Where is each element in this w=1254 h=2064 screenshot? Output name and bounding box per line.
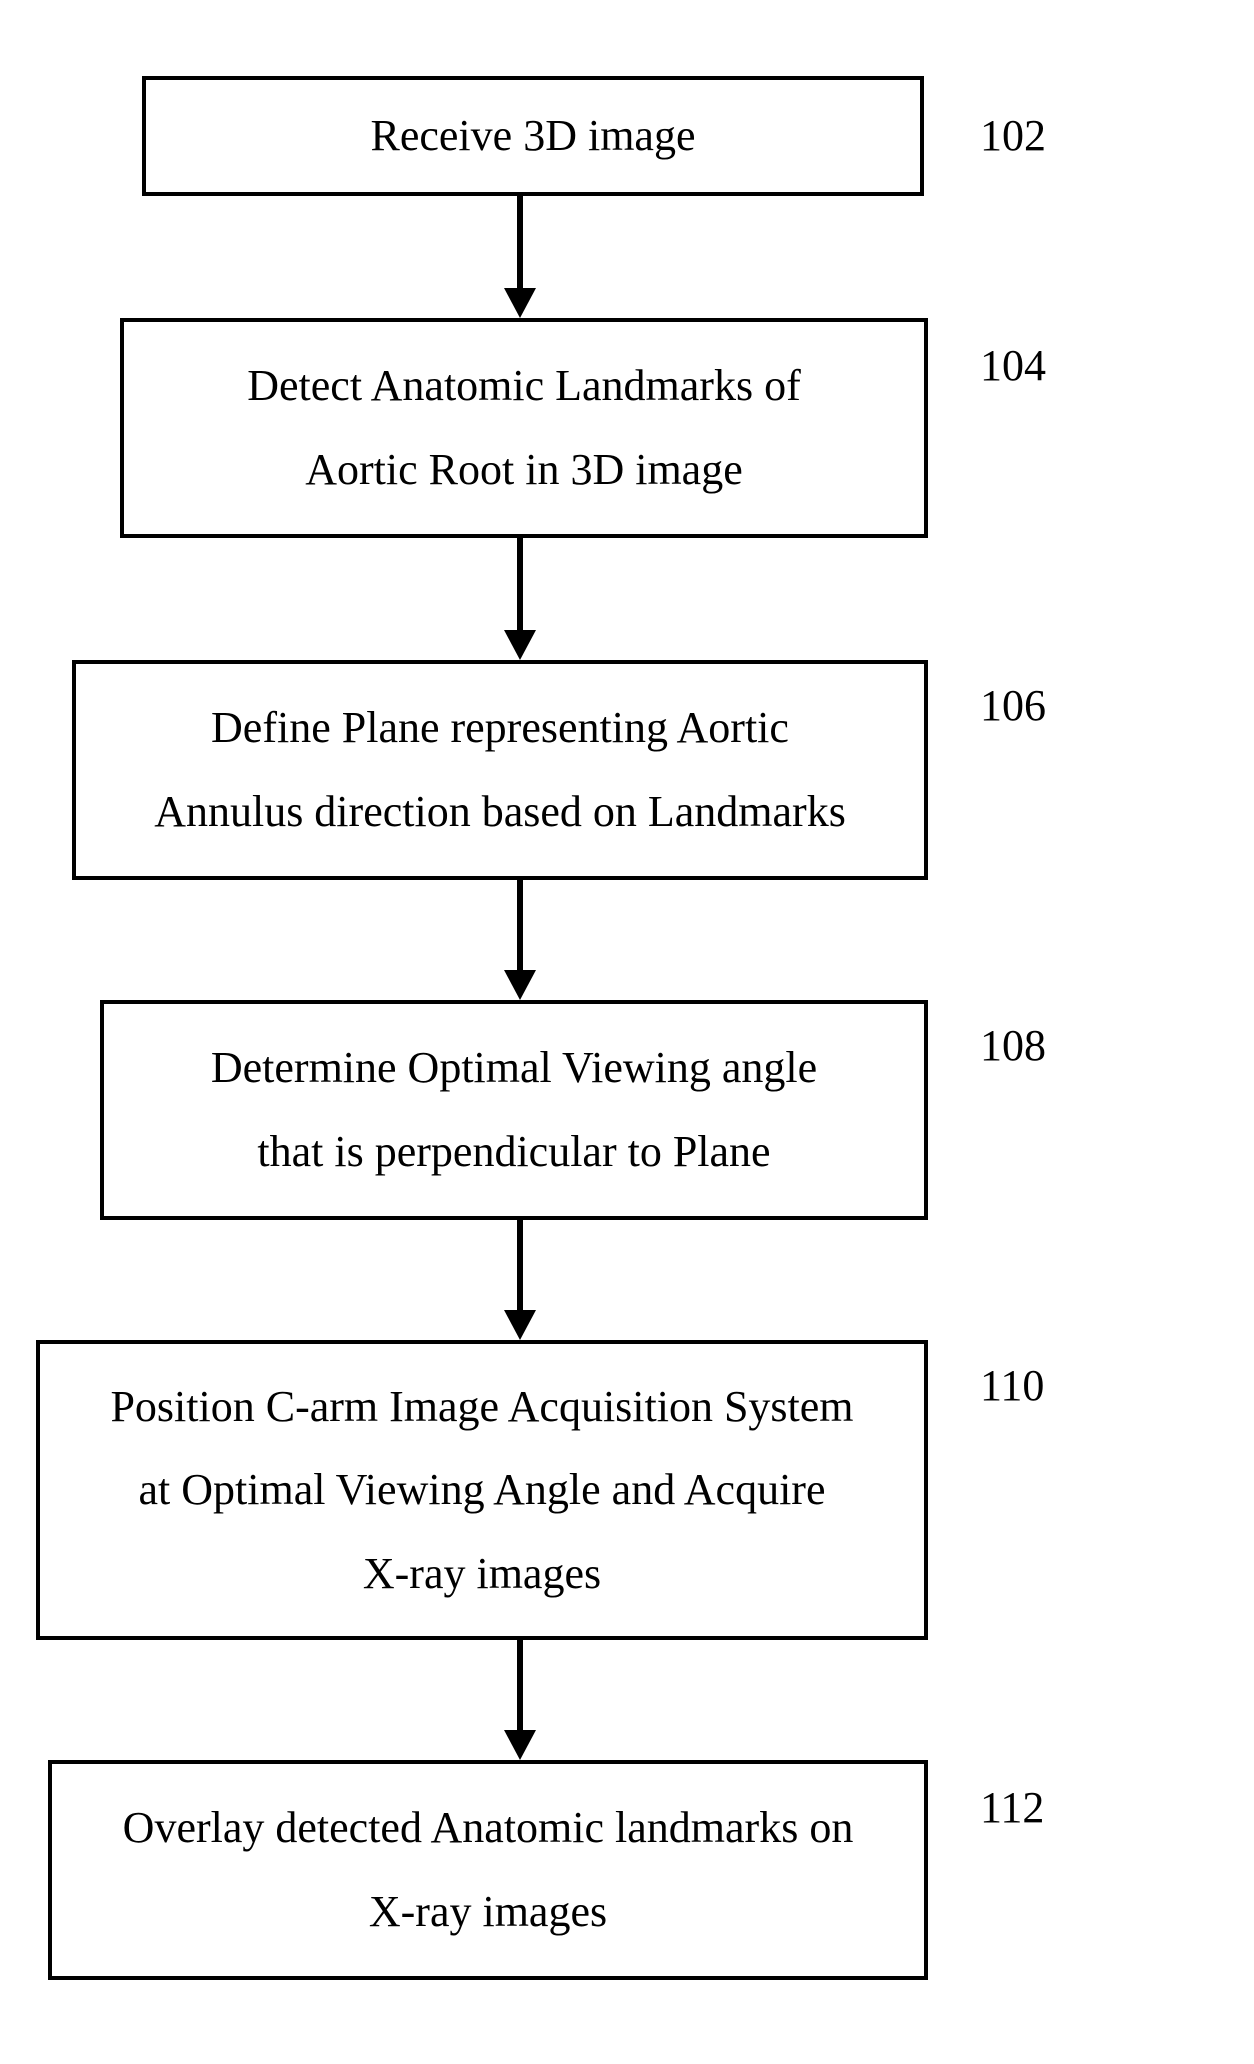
- step-number-label: 108: [980, 1020, 1046, 1071]
- flowchart-step-n6: Overlay detected Anatomic landmarks onX-…: [48, 1760, 928, 1980]
- step-text: that is perpendicular to Plane: [257, 1110, 770, 1194]
- step-number-label: 104: [980, 340, 1046, 391]
- arrow-shaft: [517, 1220, 523, 1310]
- step-text: Overlay detected Anatomic landmarks on: [123, 1786, 854, 1870]
- step-text: Position C-arm Image Acquisition System: [110, 1365, 853, 1449]
- step-text: Detect Anatomic Landmarks of: [247, 344, 800, 428]
- flowchart-step-n1: Receive 3D image: [142, 76, 924, 196]
- arrow-head-icon: [504, 1730, 536, 1760]
- step-text: Receive 3D image: [371, 94, 696, 178]
- arrow-shaft: [517, 1640, 523, 1730]
- step-text: Define Plane representing Aortic: [211, 686, 789, 770]
- arrow-head-icon: [504, 288, 536, 318]
- step-number-label: 112: [980, 1782, 1044, 1833]
- step-number-label: 110: [980, 1360, 1044, 1411]
- flowchart-step-n3: Define Plane representing AorticAnnulus …: [72, 660, 928, 880]
- step-number-label: 102: [980, 110, 1046, 161]
- step-text: Aortic Root in 3D image: [305, 428, 743, 512]
- flowchart-step-n2: Detect Anatomic Landmarks ofAortic Root …: [120, 318, 928, 538]
- step-text: Determine Optimal Viewing angle: [211, 1026, 817, 1110]
- arrow-shaft: [517, 880, 523, 970]
- arrow-head-icon: [504, 630, 536, 660]
- step-number-label: 106: [980, 680, 1046, 731]
- step-text: X-ray images: [369, 1870, 607, 1954]
- flowchart-canvas: Receive 3D image 102 Detect Anatomic Landm…: [0, 0, 1254, 2064]
- arrow-head-icon: [504, 970, 536, 1000]
- step-text: Annulus direction based on Landmarks: [154, 770, 846, 854]
- step-text: X-ray images: [363, 1532, 601, 1616]
- arrow-shaft: [517, 538, 523, 630]
- arrow-head-icon: [504, 1310, 536, 1340]
- flowchart-step-n4: Determine Optimal Viewing anglethat is p…: [100, 1000, 928, 1220]
- flowchart-step-n5: Position C-arm Image Acquisition Systema…: [36, 1340, 928, 1640]
- arrow-shaft: [517, 196, 523, 288]
- step-text: at Optimal Viewing Angle and Acquire: [139, 1448, 826, 1532]
